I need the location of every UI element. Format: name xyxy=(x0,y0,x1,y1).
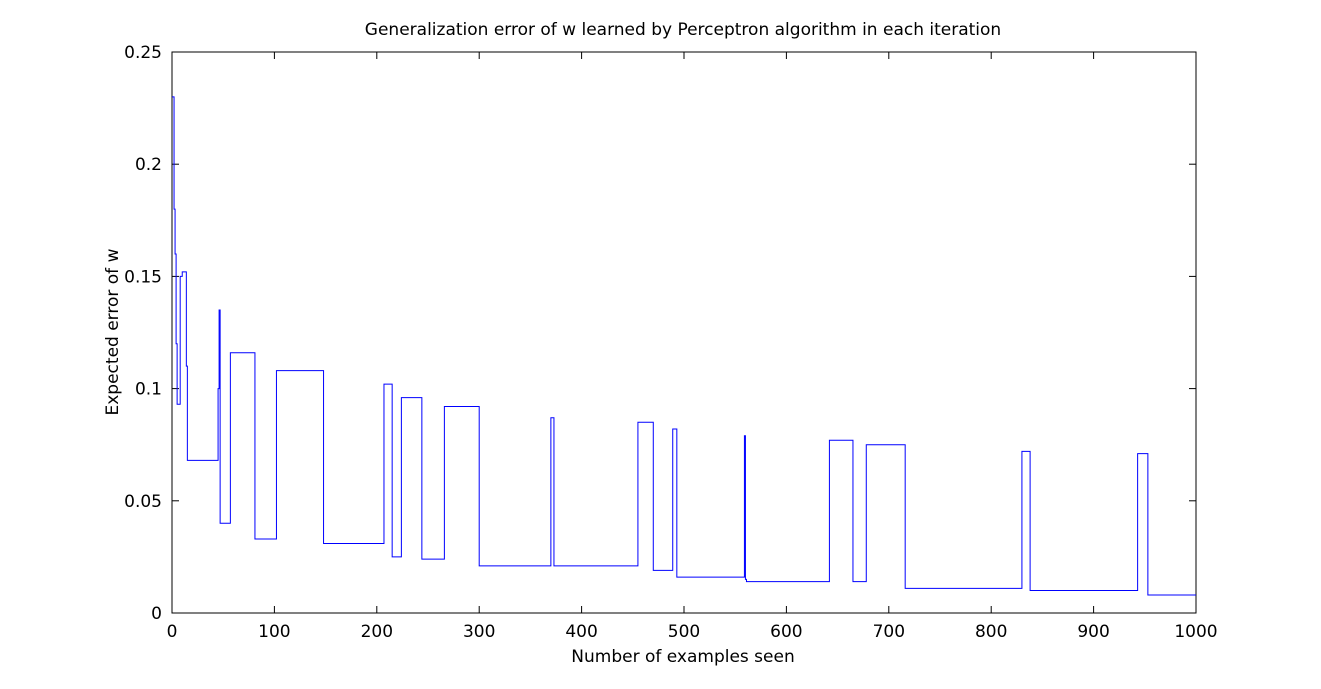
x-tick-label: 900 xyxy=(1077,622,1109,642)
x-tick-label: 700 xyxy=(873,622,905,642)
x-tick-label: 500 xyxy=(668,622,700,642)
y-tick-label: 0.05 xyxy=(124,492,162,512)
y-tick-label: 0.1 xyxy=(135,380,162,400)
axis-ticks xyxy=(171,51,1197,614)
x-tick-label: 600 xyxy=(770,622,802,642)
y-tick-label: 0 xyxy=(151,604,162,624)
y-tick-label: 0.25 xyxy=(124,43,162,63)
x-tick-label: 1000 xyxy=(1174,622,1217,642)
x-tick-labels: 0 100 200 300 400 500 600 700 800 900 1000 xyxy=(167,622,1218,642)
y-tick-label: 0.2 xyxy=(135,155,162,175)
series-line xyxy=(172,96,1196,596)
x-axis-label: Number of examples seen xyxy=(571,647,794,667)
y-axis-label: Expected error of w xyxy=(103,248,123,415)
series-group xyxy=(172,96,1196,596)
x-tick-label: 200 xyxy=(361,622,393,642)
x-tick-label: 0 xyxy=(167,622,178,642)
x-tick-label: 300 xyxy=(463,622,495,642)
y-tick-labels: 0 0.05 0.1 0.15 0.2 0.25 xyxy=(124,43,162,624)
x-tick-label: 400 xyxy=(565,622,597,642)
plot-area xyxy=(171,51,1197,614)
x-tick-label: 100 xyxy=(258,622,290,642)
chart-title: Generalization error of w learned by Per… xyxy=(365,20,1001,40)
y-tick-label: 0.15 xyxy=(124,267,162,287)
x-tick-label: 800 xyxy=(975,622,1007,642)
